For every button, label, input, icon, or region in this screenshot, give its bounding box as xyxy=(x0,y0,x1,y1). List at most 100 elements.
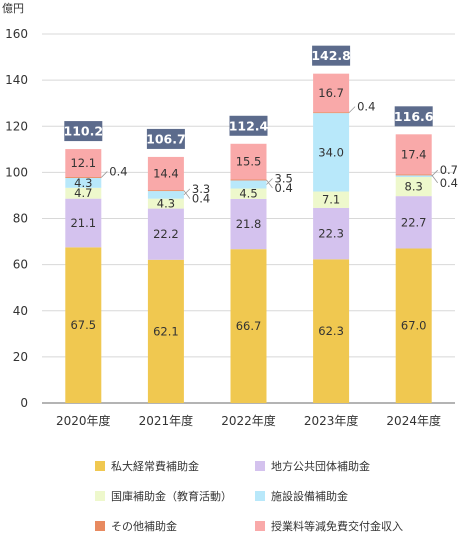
legend-item: 施設設備補助金 xyxy=(255,488,348,504)
legend-label: 授業料等減免費交付金収入 xyxy=(271,520,403,533)
data-label: 67.0 xyxy=(401,319,427,333)
y-tick-label: 60 xyxy=(13,258,28,272)
total-label: 106.7 xyxy=(146,131,186,146)
bar-segment xyxy=(230,188,267,199)
total-label: 112.4 xyxy=(229,118,269,133)
data-label: 4.3 xyxy=(74,176,92,190)
x-tick-label: 2024年度 xyxy=(386,413,441,428)
data-label-outside: 0.4 xyxy=(109,164,127,178)
bar-segment xyxy=(65,176,102,178)
x-tick-label: 2021年度 xyxy=(139,413,194,428)
legend-item: 地方公共団体補助金 xyxy=(255,458,370,474)
total-badge xyxy=(64,121,103,142)
bar-segment xyxy=(147,198,184,209)
y-tick-label: 120 xyxy=(5,119,28,133)
bar-segment xyxy=(313,112,350,114)
y-tick-label: 80 xyxy=(13,212,28,226)
bar-segment xyxy=(395,134,432,175)
data-label: 15.5 xyxy=(236,155,262,169)
bar-segment xyxy=(395,176,432,197)
bar-group: 62.3 22.3 7.1 34.0 16.7 0.4 142.8 xyxy=(311,45,375,403)
data-label: 22.7 xyxy=(401,215,427,229)
bar-segment xyxy=(313,259,350,403)
bar-segment xyxy=(65,187,102,199)
bar-segment xyxy=(230,198,267,250)
bar-segment xyxy=(65,149,102,177)
legend-label: 地方公共団体補助金 xyxy=(271,460,370,473)
leader-line xyxy=(101,171,108,178)
bar-segment xyxy=(230,249,267,403)
legend-item: 授業料等減免費交付金収入 xyxy=(255,518,403,534)
bar-segment xyxy=(147,190,184,192)
data-label: 21.8 xyxy=(236,217,262,231)
y-tick-label: 0 xyxy=(20,396,28,410)
bar-segment xyxy=(313,207,350,260)
leader-line xyxy=(431,169,438,177)
bar-group: 67.0 22.7 8.3 17.4 0.70.4 116.6 xyxy=(394,106,458,403)
bar-segment xyxy=(395,174,432,176)
bar-segment xyxy=(230,143,267,180)
data-label: 7.1 xyxy=(322,193,340,207)
x-axis-labels: 2020年度 2021年度 2022年度 2023年度 2024年度 xyxy=(56,413,441,428)
data-label-outside: 0.4 xyxy=(357,100,375,114)
total-badge xyxy=(146,128,185,149)
bar-segment xyxy=(147,208,184,260)
y-unit-label: 億円 xyxy=(2,2,24,15)
legend-label: 私大経常費補助金 xyxy=(111,460,199,473)
leader-line xyxy=(431,174,439,184)
data-label-outside: 0.4 xyxy=(275,181,293,195)
total-label: 142.8 xyxy=(311,48,351,63)
total-badge xyxy=(394,106,433,127)
bar-segment xyxy=(395,196,432,249)
bar-segment xyxy=(230,179,267,181)
bar-segment xyxy=(65,177,102,188)
data-label: 14.4 xyxy=(153,167,179,181)
bar-segment xyxy=(147,156,184,191)
total-label: 116.6 xyxy=(394,109,434,124)
bar-group: 66.7 21.8 4.5 15.5 3.50.4 112.4 xyxy=(229,115,293,403)
bars: 67.521.14.74.312.10.4110.262.122.24.314.… xyxy=(64,45,458,403)
x-tick-label: 2020年度 xyxy=(56,413,111,428)
bar-group: 62.1 22.2 4.3 14.4 3.30.4 106.7 xyxy=(146,128,210,403)
data-label: 17.4 xyxy=(401,147,427,161)
data-label: 66.7 xyxy=(236,319,262,333)
leader-line xyxy=(348,106,356,113)
data-label: 4.7 xyxy=(74,186,92,200)
bar-segment xyxy=(147,191,184,199)
data-label: 62.1 xyxy=(153,324,179,338)
legend-label: その他補助金 xyxy=(111,520,177,533)
total-label: 110.2 xyxy=(64,124,104,139)
legend-swatch xyxy=(255,521,265,531)
bar-segment xyxy=(395,248,432,403)
data-label: 4.3 xyxy=(157,197,175,211)
data-label: 22.3 xyxy=(318,227,344,241)
data-label: 12.1 xyxy=(70,156,96,170)
total-badge xyxy=(312,45,351,66)
leader-line xyxy=(266,178,273,185)
x-tick-label: 2023年度 xyxy=(304,413,359,428)
legend-item: 私大経常費補助金 xyxy=(95,458,199,474)
bar-segment xyxy=(147,259,184,403)
legend-label: 施設設備補助金 xyxy=(271,490,348,503)
y-tick-label: 20 xyxy=(13,350,28,364)
y-axis-ticks: 0 20 40 60 80 100 120 140 160 xyxy=(5,27,28,410)
data-label-outside: 3.5 xyxy=(275,171,293,185)
y-tick-label: 100 xyxy=(5,165,28,179)
data-label: 34.0 xyxy=(318,145,344,159)
leader-line xyxy=(183,188,191,196)
data-label: 62.3 xyxy=(318,324,344,338)
legend-label: 国庫補助金（教育活動） xyxy=(111,490,232,503)
data-label-outside: 0.4 xyxy=(440,176,458,190)
bar-segment xyxy=(230,180,267,189)
data-label-outside: 3.3 xyxy=(192,182,210,196)
data-label: 4.5 xyxy=(239,187,257,201)
legend-swatch xyxy=(95,521,105,531)
legend-swatch xyxy=(255,461,265,471)
data-label: 8.3 xyxy=(405,180,423,194)
bar-group: 67.5 21.1 4.74.3 12.1 0.4 110.2 xyxy=(64,121,128,403)
data-label-outside: 0.4 xyxy=(192,192,210,206)
data-label: 22.2 xyxy=(153,227,179,241)
bar-segment xyxy=(313,73,350,113)
bar-segment xyxy=(395,175,432,177)
